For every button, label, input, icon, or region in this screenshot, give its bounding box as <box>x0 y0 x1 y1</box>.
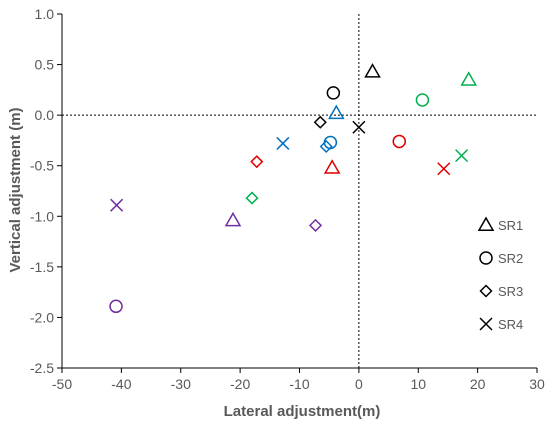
data-point-sr3 <box>245 191 259 205</box>
legend-marker-cross <box>479 317 493 331</box>
y-tick-label: 0.5 <box>35 57 55 73</box>
x-tick-label: -10 <box>289 376 309 392</box>
cross-stroke <box>479 317 493 331</box>
axes <box>57 13 538 373</box>
series-sr3 <box>245 115 333 232</box>
y-tick-label: 0.0 <box>35 107 55 123</box>
data-point-sr3 <box>313 115 327 129</box>
y-tick-label: -0.5 <box>30 158 54 174</box>
cross-stroke <box>276 136 290 150</box>
data-point-sr2 <box>323 135 338 150</box>
legend-item-sr4: SR4 <box>479 317 523 332</box>
x-tick-label: -30 <box>171 376 191 392</box>
data-point-sr2 <box>109 299 123 314</box>
data-point-sr2 <box>326 86 341 100</box>
data-point-sr3 <box>308 218 323 232</box>
data-point-sr4 <box>352 120 366 134</box>
data-point-sr4 <box>437 162 451 176</box>
x-axis-title: Lateral adjustment(m) <box>224 403 381 420</box>
data-point-sr2 <box>415 93 430 107</box>
y-axis-title: Vertical adjustment (m) <box>7 107 24 272</box>
data-point-sr1 <box>364 63 381 78</box>
legend-marker-diamond <box>479 284 493 298</box>
data-point-sr1 <box>460 71 478 86</box>
x-tick-label: -50 <box>52 376 72 392</box>
x-tick-label: -40 <box>111 376 131 392</box>
reference-lines <box>62 14 537 368</box>
y-tick-label: -1.0 <box>30 208 54 224</box>
x-tick-label: 20 <box>470 376 486 392</box>
y-tick-label: -1.5 <box>30 259 54 275</box>
legend-label: SR2 <box>498 251 523 266</box>
legend-item-sr3: SR3 <box>479 284 523 299</box>
data-point-sr4 <box>276 136 290 150</box>
data-point-sr3 <box>250 155 264 169</box>
legend-marker-triangle <box>477 216 495 231</box>
x-tick-label: -20 <box>230 376 250 392</box>
y-tick-labels: 1.0 0.5 0.0 -0.5 -1.0 -1.5 -2.0 -2.5 <box>30 6 54 376</box>
legend-label: SR3 <box>498 284 523 299</box>
data-point-sr1 <box>328 104 345 120</box>
data-point-sr2 <box>392 134 406 149</box>
x-tick-label: 0 <box>355 376 363 392</box>
legend-label: SR4 <box>498 317 523 332</box>
data-point-sr1 <box>224 211 242 227</box>
legend-marker-circle <box>479 251 493 265</box>
data-point-sr1 <box>323 159 341 174</box>
cross-stroke <box>455 149 469 163</box>
cross-stroke <box>110 198 124 212</box>
data-markers <box>109 63 478 314</box>
x-tick-label: 30 <box>529 376 545 392</box>
data-point-sr3 <box>319 139 333 154</box>
cross-stroke <box>352 120 366 134</box>
legend-item-sr2: SR2 <box>479 251 523 266</box>
legend-label: SR1 <box>498 218 523 233</box>
series-sr2 <box>109 86 430 314</box>
data-point-sr4 <box>455 149 469 163</box>
legend: SR1 SR2 SR3 SR4 <box>477 216 523 332</box>
x-tick-label: 10 <box>410 376 426 392</box>
y-tick-label: -2.0 <box>30 309 54 325</box>
y-tick-label: -2.5 <box>30 360 54 376</box>
series-sr1 <box>224 63 478 227</box>
data-point-sr4 <box>110 198 124 212</box>
x-tick-labels: -50 -40 -30 -20 -10 0 10 20 30 <box>52 376 545 392</box>
series-sr4 <box>110 120 469 212</box>
legend-item-sr1: SR1 <box>477 216 523 233</box>
cross-stroke <box>437 162 451 176</box>
y-tick-label: 1.0 <box>35 6 55 22</box>
